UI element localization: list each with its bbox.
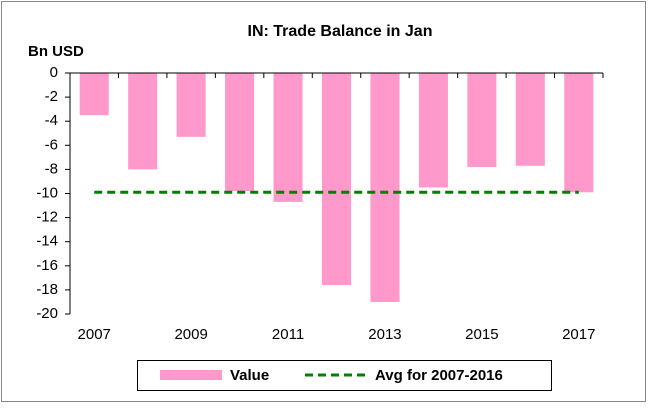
y-tick-label: -2 <box>45 88 58 105</box>
y-tick-label: -20 <box>36 305 58 322</box>
x-tick-label: 2013 <box>368 326 401 343</box>
x-tick-label: 2015 <box>465 326 498 343</box>
bar <box>321 73 352 286</box>
bar <box>564 73 594 193</box>
y-tick-label: -4 <box>45 112 58 129</box>
bar <box>370 73 400 302</box>
bar <box>515 73 545 166</box>
x-tick-label: 2007 <box>78 326 111 343</box>
bar <box>273 73 303 202</box>
legend-swatch <box>160 370 222 380</box>
y-tick-label: -16 <box>36 257 58 274</box>
y-tick-label: -12 <box>36 209 58 226</box>
y-axis-label: Bn USD <box>28 43 84 60</box>
bar <box>467 73 497 167</box>
y-tick-label: -10 <box>36 184 58 201</box>
bar <box>176 73 206 137</box>
x-tick-label: 2017 <box>562 326 595 343</box>
x-tick-label: 2011 <box>272 326 304 343</box>
bar <box>418 73 448 188</box>
x-tick-label: 2009 <box>174 326 207 343</box>
y-tick-label: -18 <box>36 281 58 298</box>
y-tick-label: -14 <box>36 233 58 250</box>
legend-label: Value <box>230 367 269 384</box>
bar <box>128 73 158 170</box>
bar <box>79 73 109 116</box>
y-tick-label: -6 <box>45 136 58 153</box>
legend-label: Avg for 2007-2016 <box>375 367 503 384</box>
chart-title: IN: Trade Balance in Jan <box>248 23 433 40</box>
y-tick-label: 0 <box>50 64 58 81</box>
y-tick-label: -8 <box>45 160 58 177</box>
bar <box>225 73 255 192</box>
